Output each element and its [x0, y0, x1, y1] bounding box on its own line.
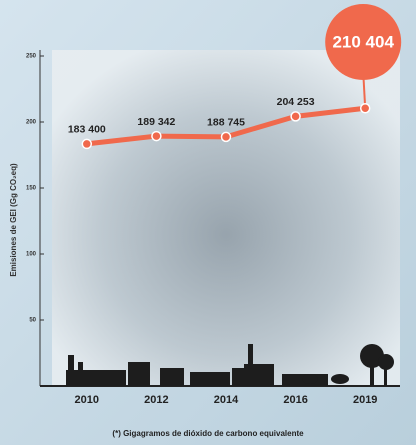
x-tick-label: 2010	[75, 394, 99, 406]
x-tick-label: 2016	[283, 394, 307, 406]
x-tick-label: 2014	[214, 394, 239, 406]
value-label: 183 400	[68, 124, 106, 136]
footnote: (*) Gigagramos de dióxido de carbono equ…	[112, 429, 304, 438]
y-tick-label: 50	[29, 318, 36, 324]
industry-silhouette	[66, 344, 394, 386]
plot-area	[52, 50, 400, 386]
y-tick-label: 100	[26, 252, 37, 258]
x-tick-label: 2012	[144, 394, 168, 406]
y-tick-label: 250	[26, 54, 37, 60]
x-tick-label: 2019	[353, 394, 377, 406]
point	[151, 130, 162, 142]
point	[81, 138, 93, 150]
point	[290, 111, 301, 122]
point	[359, 103, 371, 114]
value-label: 210 404	[332, 32, 394, 51]
point	[220, 131, 232, 143]
value-label: 189 342	[137, 116, 175, 128]
value-label: 188 745	[207, 117, 245, 129]
value-label: 204 253	[277, 96, 315, 108]
callout-bubble	[325, 4, 402, 80]
y-tick-label: 150	[26, 186, 37, 192]
y-axis-label: Emisiones de GEI (Gg CO₂eq)	[9, 163, 18, 277]
y-tick-label: 200	[26, 120, 37, 126]
